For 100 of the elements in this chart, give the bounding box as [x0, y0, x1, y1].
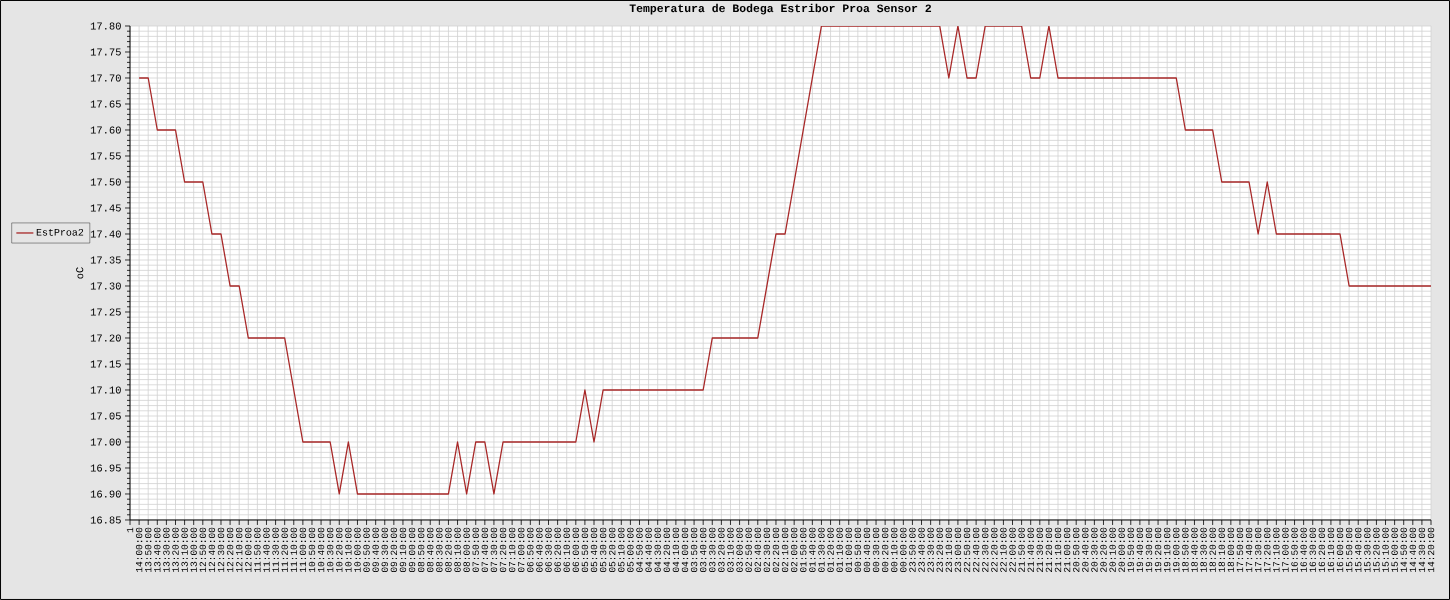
y-tick-label: 17.50 [90, 178, 121, 186]
x-tick-label: 20:20:00 [1100, 527, 1107, 572]
x-tick-label: 22:40:00 [972, 527, 980, 572]
x-tick-label: 10:30:00 [326, 527, 334, 572]
x-tick-label: 04:00:00 [681, 527, 689, 573]
x-tick-label: 15:00:00 [1391, 527, 1398, 572]
x-tick-label: 20:40:00 [1082, 527, 1089, 572]
x-tick-label: 10:50:00 [308, 527, 316, 572]
x-tick-label: 02:20:00 [772, 527, 780, 573]
x-tick-label: 09:00:00 [408, 527, 416, 573]
y-tick-label: 17.35 [90, 256, 121, 264]
x-tick-label: 05:10:00 [618, 527, 625, 573]
x-tick-label: 22:50:00 [963, 527, 971, 572]
x-tick-label: 02:10:00 [781, 527, 789, 573]
y-tick-label: 17.05 [90, 412, 121, 420]
x-tick-label: 00:50:00 [854, 527, 862, 573]
x-tick-label: 07:40:00 [481, 527, 489, 573]
x-tick-label: 11:10:00 [290, 527, 297, 572]
x-tick-label: 05:30:00 [599, 527, 607, 573]
x-tick-label: 04:10:00 [672, 527, 680, 573]
x-tick-label: 06:50:00 [527, 527, 534, 573]
x-tick-label: 05:50:00 [581, 527, 589, 573]
x-tick-label: 09:10:00 [399, 527, 407, 573]
x-tick-label: 17:10:00 [1273, 527, 1280, 572]
y-tick-label: 17.40 [90, 230, 121, 238]
x-tick-label: 23:30:00 [927, 527, 934, 572]
x-tick-label: 15:40:00 [1355, 527, 1362, 572]
x-tick-label: 19:20:00 [1154, 527, 1162, 572]
y-tick-label: 16.90 [90, 490, 121, 498]
x-tick-label: 20:30:00 [1091, 527, 1098, 572]
x-tick-label: 08:20:00 [445, 527, 452, 573]
x-tick-label: 08:50:00 [417, 527, 425, 573]
y-tick-label: 17.70 [90, 74, 121, 82]
x-tick-label: 10:20:00 [336, 527, 343, 572]
x-tick-label: 15:30:00 [1364, 527, 1371, 572]
x-tick-label: 23:10:00 [945, 527, 953, 572]
x-tick-label: 13:30:00 [163, 527, 170, 572]
x-tick-label: 01:20:00 [827, 527, 834, 573]
x-tick-label: 00:10:00 [891, 527, 898, 573]
y-tick-label: 17.10 [90, 386, 121, 394]
x-tick-label: 10:00:00 [354, 527, 361, 572]
x-tick-label: 08:40:00 [427, 527, 434, 573]
x-tick-label: 16:50:00 [1291, 527, 1298, 572]
x-tick-label: 22:00:00 [1009, 527, 1016, 572]
x-tick-label: 11:20:00 [281, 527, 288, 572]
x-tick-label: 04:50:00 [636, 527, 643, 573]
y-tick-label: 17.65 [90, 100, 121, 108]
x-tick-label: 07:10:00 [508, 527, 516, 573]
x-tick-label: 20:10:00 [1109, 527, 1116, 572]
x-tick-label: 1 [126, 527, 134, 533]
x-tick-label: 05:00:00 [627, 527, 634, 573]
x-tick-label: 17:50:00 [1236, 527, 1244, 572]
x-tick-label: 03:10:00 [727, 527, 734, 573]
x-tick-label: 11:40:00 [263, 527, 270, 572]
x-tick-label: 08:10:00 [454, 527, 461, 573]
x-tick-label: 09:20:00 [390, 527, 398, 573]
x-tick-label: 19:10:00 [1163, 527, 1171, 572]
y-tick-label: 17.60 [90, 126, 121, 134]
x-tick-label: 21:40:00 [1027, 527, 1034, 572]
y-tick-label: 17.45 [90, 204, 121, 212]
y-tick-label: 17.20 [90, 334, 121, 342]
x-tick-label: 06:10:00 [563, 527, 570, 573]
x-tick-label: 02:30:00 [763, 527, 771, 573]
x-tick-label: 21:10:00 [1054, 527, 1062, 572]
x-tick-label: 08:00:00 [463, 527, 470, 573]
x-tick-label: 18:40:00 [1191, 527, 1198, 572]
x-tick-label: 23:50:00 [909, 527, 916, 572]
x-tick-label: 12:20:00 [226, 527, 234, 572]
x-tick-label: 00:00:00 [900, 527, 907, 573]
y-axis-title: oC [76, 267, 84, 279]
x-tick-label: 05:20:00 [608, 527, 616, 573]
x-tick-label: 20:00:00 [1118, 527, 1125, 572]
x-tick-label: 03:20:00 [718, 527, 725, 573]
x-tick-label: 07:30:00 [490, 527, 498, 573]
x-tick-label: 07:20:00 [499, 527, 507, 573]
x-tick-label: 15:10:00 [1382, 527, 1389, 572]
x-tick-label: 19:40:00 [1136, 527, 1144, 572]
x-tick-label: 18:20:00 [1209, 527, 1216, 572]
x-tick-label: 07:50:00 [472, 527, 479, 573]
y-tick-label: 17.80 [90, 22, 121, 30]
x-tick-label: 19:00:00 [1173, 527, 1180, 572]
x-tick-label: 01:40:00 [809, 527, 816, 573]
x-tick-label: 12:00:00 [245, 527, 252, 572]
x-tick-label: 13:20:00 [172, 527, 179, 572]
x-tick-label: 00:30:00 [872, 527, 880, 573]
x-tick-label: 12:30:00 [217, 527, 225, 572]
x-tick-label: 22:10:00 [1000, 527, 1007, 572]
x-tick-label: 02:40:00 [754, 527, 761, 573]
x-tick-label: 03:00:00 [736, 527, 743, 573]
x-tick-label: 21:00:00 [1063, 527, 1071, 572]
x-tick-label: 12:50:00 [199, 527, 207, 572]
x-tick-label: 16:30:00 [1309, 527, 1316, 572]
x-tick-label: 09:30:00 [381, 527, 388, 573]
x-tick-label: 18:00:00 [1227, 527, 1235, 572]
x-tick-label: 02:00:00 [790, 527, 798, 573]
x-tick-label: 14:00:00 [135, 527, 143, 572]
y-tick-label: 17.55 [90, 152, 121, 160]
x-tick-label: 23:20:00 [936, 527, 943, 572]
x-tick-label: 14:30:00 [1418, 527, 1426, 572]
x-tick-label: 12:10:00 [235, 527, 243, 572]
